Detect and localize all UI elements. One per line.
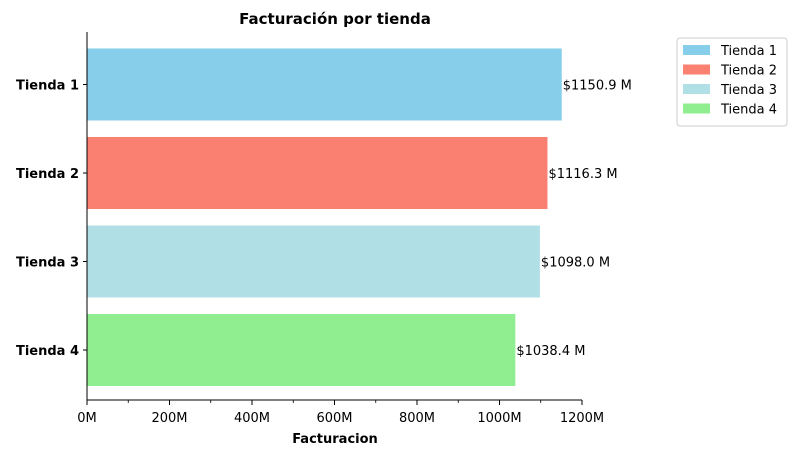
legend-swatch bbox=[683, 45, 710, 55]
x-axis-label: Facturacion bbox=[292, 432, 378, 447]
data-label: $1038.4 M bbox=[516, 344, 585, 359]
x-tick-label: 0M bbox=[77, 411, 97, 426]
legend-label: Tienda 1 bbox=[720, 44, 777, 59]
legend-swatch bbox=[683, 84, 710, 94]
x-tick-label: 600M bbox=[316, 411, 352, 426]
legend-swatch bbox=[683, 103, 710, 114]
data-label: $1150.9 M bbox=[563, 79, 632, 94]
data-label: $1098.0 M bbox=[541, 256, 610, 271]
legend-label: Tienda 4 bbox=[720, 103, 777, 118]
y-tick-label: Tienda 1 bbox=[16, 79, 79, 94]
y-tick-label: Tienda 3 bbox=[16, 256, 79, 271]
legend-label: Tienda 2 bbox=[720, 64, 777, 79]
chart-title: Facturación por tienda bbox=[239, 10, 431, 28]
legend: Tienda 1 Tienda 2 Tienda 3 Tienda 4 bbox=[676, 37, 788, 127]
x-tick-label: 1200M bbox=[560, 411, 604, 426]
bar bbox=[87, 48, 562, 121]
x-tick-label: 200M bbox=[151, 411, 187, 426]
x-tick-label: 800M bbox=[399, 411, 435, 426]
bar bbox=[87, 225, 540, 298]
y-tick-label: Tienda 4 bbox=[16, 344, 79, 359]
legend-label: Tienda 3 bbox=[720, 83, 777, 98]
plot-area: Tienda 1 $1150.9 M Tienda 2 $1116.3 M Tienda… bbox=[16, 32, 632, 426]
x-tick-label: 400M bbox=[234, 411, 270, 426]
bar bbox=[87, 137, 548, 209]
data-label: $1116.3 M bbox=[548, 167, 617, 182]
y-tick-label: Tienda 2 bbox=[16, 167, 79, 182]
legend-swatch bbox=[683, 64, 710, 75]
x-tick-label: 1000M bbox=[477, 411, 521, 426]
bar bbox=[87, 314, 516, 386]
